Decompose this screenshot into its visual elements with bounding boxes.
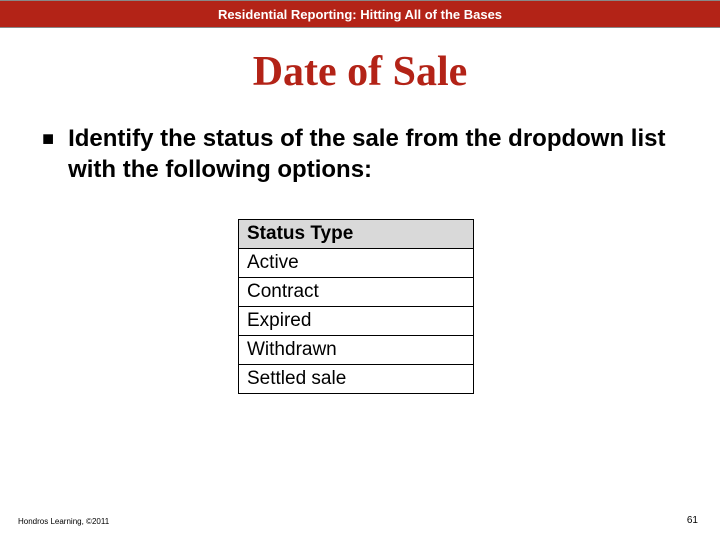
table-cell: Contract: [239, 278, 474, 307]
bullet-marker: ■: [42, 124, 54, 154]
table-row: Active: [239, 249, 474, 278]
table-header-cell: Status Type: [239, 220, 474, 249]
slide-title: Date of Sale: [0, 48, 720, 96]
table-row: Withdrawn: [239, 336, 474, 365]
table-cell: Expired: [239, 307, 474, 336]
header-text: Residential Reporting: Hitting All of th…: [218, 7, 502, 22]
table-cell: Settled sale: [239, 365, 474, 394]
table-cell: Withdrawn: [239, 336, 474, 365]
status-table: Status Type Active Contract Expired With…: [238, 219, 474, 394]
status-table-wrap: Status Type Active Contract Expired With…: [0, 219, 720, 394]
bullet-text: Identify the status of the sale from the…: [68, 124, 680, 185]
bullet-block: ■ Identify the status of the sale from t…: [0, 124, 720, 185]
table-header-row: Status Type: [239, 220, 474, 249]
table-row: Settled sale: [239, 365, 474, 394]
table-row: Expired: [239, 307, 474, 336]
page-number: 61: [687, 515, 698, 526]
header-bar: Residential Reporting: Hitting All of th…: [0, 0, 720, 28]
table-cell: Active: [239, 249, 474, 278]
table-row: Contract: [239, 278, 474, 307]
footer-copyright: Hondros Learning, ©2011: [18, 517, 109, 526]
bullet-row: ■ Identify the status of the sale from t…: [42, 124, 680, 185]
